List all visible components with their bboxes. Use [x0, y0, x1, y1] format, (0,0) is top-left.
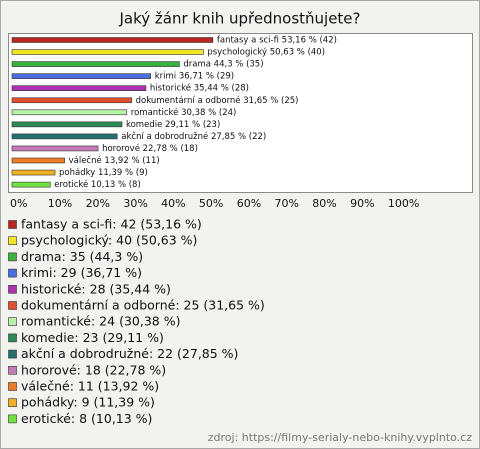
data-label: válečné 13,92 % (11) — [69, 155, 160, 166]
bar — [11, 145, 99, 152]
data-label: drama 44,3 % (35) — [183, 60, 263, 70]
legend-label: hororové: 18 (22,78 %) — [21, 362, 166, 377]
data-label: psychologický 50,63 % (40) — [207, 48, 325, 58]
legend-swatch — [8, 236, 17, 245]
legend-swatch — [8, 301, 17, 310]
legend-swatch — [8, 414, 17, 424]
x-tick-label: 30% — [123, 197, 147, 210]
legend-swatch — [8, 333, 17, 343]
legend-label: historické: 28 (35,44 %) — [21, 281, 171, 296]
bar — [11, 37, 214, 43]
source: zdroj: https://filmy-serialy-nebo-knihy.… — [208, 431, 472, 444]
legend-label: akční a dobrodružné: 22 (27,85 %) — [21, 346, 238, 361]
bar — [11, 109, 128, 116]
data-label: romantické 30,38 % (24) — [131, 107, 237, 118]
chart-title: Jaký žánr knih upřednostňujete? — [118, 10, 360, 28]
legend-label: drama: 35 (44,3 %) — [21, 249, 143, 264]
data-label: historické 35,44 % (28) — [150, 83, 249, 94]
data-label: akční a dobrodružné 27,85 % (22) — [121, 131, 266, 142]
legend-swatch — [8, 398, 17, 408]
x-tick-label: 50% — [199, 197, 223, 210]
bar — [11, 121, 123, 128]
legend-label: pohádky: 9 (11,39 %) — [21, 395, 155, 410]
bar — [11, 49, 204, 55]
data-label: erotické 10,13 % (8) — [54, 179, 141, 190]
bar — [11, 85, 147, 91]
bar — [11, 61, 180, 67]
legend-swatch — [8, 268, 17, 278]
bar — [11, 133, 118, 140]
data-label: komedie 29,11 % (23) — [126, 120, 220, 130]
x-tick-label: 90% — [350, 197, 374, 210]
bar — [11, 157, 65, 164]
legend-label: fantasy a sci-fi: 42 (53,16 %) — [21, 217, 202, 232]
legend-label: romantické: 24 (30,38 %) — [21, 314, 180, 329]
data-label: pohádky 11,39 % (9) — [59, 168, 148, 178]
bar — [11, 169, 56, 176]
x-tick-label: 20% — [86, 197, 110, 210]
x-tick-label: 40% — [161, 197, 185, 210]
legend-swatch — [8, 349, 17, 359]
legend-swatch — [8, 284, 17, 294]
legend-swatch — [8, 365, 17, 375]
x-tick-label: 80% — [312, 197, 336, 210]
legend-swatch — [8, 382, 17, 391]
x-tick-label: 70% — [275, 197, 299, 210]
legend-label: dokumentární a odborné: 25 (31,65 %) — [21, 298, 265, 313]
bar — [11, 97, 132, 104]
legend-swatch — [8, 317, 17, 327]
legend-label: komedie: 23 (29,11 %) — [21, 330, 164, 345]
x-tick-label: 60% — [237, 197, 261, 210]
data-label: fantasy a sci-fi 53,16 % (42) — [217, 36, 337, 46]
x-tick-label: 100% — [388, 197, 419, 210]
data-label: dokumentární a odborné 31,65 % (25) — [136, 95, 299, 106]
x-tick-label: 10% — [48, 197, 72, 210]
legend-label: krimi: 29 (36,71 %) — [21, 265, 142, 280]
data-label: krimi 36,71 % (29) — [155, 72, 234, 82]
x-tick-label: 0% — [10, 197, 27, 210]
legend-swatch — [8, 252, 17, 262]
legend-label: erotické: 8 (10,13 %) — [21, 411, 152, 426]
data-label: hororové 22,78 % (18) — [102, 143, 198, 154]
bar — [11, 73, 152, 79]
bar — [11, 181, 51, 188]
legend-swatch — [8, 220, 17, 229]
legend-label: psychologický: 40 (50,63 %) — [21, 233, 197, 248]
legend-label: válečné: 11 (13,92 %) — [21, 379, 159, 394]
